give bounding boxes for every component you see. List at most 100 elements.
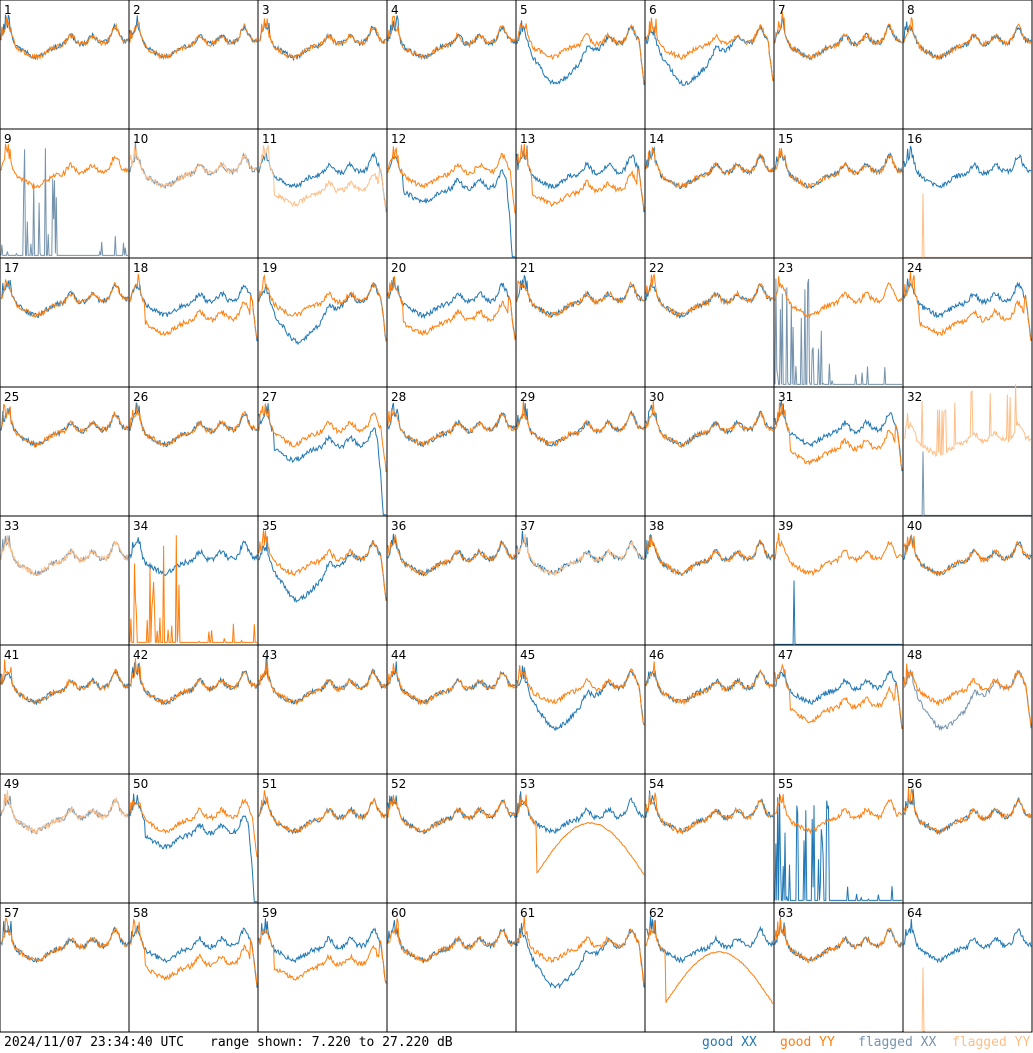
panel-23: 23 xyxy=(773,257,904,388)
series-xx xyxy=(645,669,774,704)
series-xx xyxy=(775,670,903,729)
series-yy xyxy=(129,798,258,857)
panel-34: 34 xyxy=(128,515,259,646)
panel-label: 30 xyxy=(649,390,664,404)
panel-45: 45 xyxy=(515,644,646,775)
series-yy xyxy=(0,790,129,835)
panel-label: 22 xyxy=(649,261,664,275)
panel-frame xyxy=(128,386,259,517)
panel-label: 6 xyxy=(649,3,657,17)
panel-label: 29 xyxy=(520,390,535,404)
panel-label: 56 xyxy=(907,777,922,791)
series-yy xyxy=(0,143,129,190)
series-yy xyxy=(0,535,129,577)
footer-bar: 2024/11/07 23:34:40 UTC range shown: 7.2… xyxy=(0,1033,1033,1053)
panel-frame xyxy=(644,644,775,775)
panel-22: 22 xyxy=(644,257,775,388)
panel-63: 63 xyxy=(773,902,904,1033)
panel-label: 59 xyxy=(262,906,277,920)
series-yy xyxy=(516,399,645,447)
panel-label: 16 xyxy=(907,132,922,146)
panel-label: 40 xyxy=(907,519,922,533)
series-yy xyxy=(258,790,387,834)
panel-50: 50 xyxy=(128,773,259,904)
series-yy xyxy=(387,794,516,835)
panel-12: 12 xyxy=(386,128,517,259)
series-xx xyxy=(387,277,516,339)
series-yy xyxy=(903,534,1032,577)
series-yy xyxy=(0,279,129,318)
panel-39: 39 xyxy=(773,515,904,646)
panel-frame xyxy=(257,515,388,646)
panel-frame xyxy=(257,902,388,1033)
panel-frame xyxy=(257,386,388,517)
series-yy xyxy=(645,920,774,1004)
series-yy xyxy=(516,23,645,84)
panel-55: 55 xyxy=(773,773,904,904)
panel-frame xyxy=(515,0,646,130)
panel-frame xyxy=(902,257,1033,388)
panel-label: 42 xyxy=(133,648,148,662)
panel-frame xyxy=(386,0,517,130)
panel-54: 54 xyxy=(644,773,775,904)
series-xx xyxy=(904,451,1031,516)
panel-frame xyxy=(773,0,904,130)
panel-frame xyxy=(0,386,130,517)
panel-frame xyxy=(773,644,904,775)
panel-18: 18 xyxy=(128,257,259,388)
series-yy xyxy=(387,663,516,706)
series-yy xyxy=(903,17,1032,60)
panel-42: 42 xyxy=(128,644,259,775)
panel-13: 13 xyxy=(515,128,646,259)
panel-frame xyxy=(515,386,646,517)
series-xx xyxy=(903,21,1032,60)
panel-frame xyxy=(773,128,904,259)
series-yy xyxy=(516,665,645,726)
series-yy xyxy=(774,794,903,835)
series-yy xyxy=(774,11,903,61)
panel-33: 33 xyxy=(0,515,130,646)
panel-label: 35 xyxy=(262,519,277,533)
panel-label: 55 xyxy=(778,777,793,791)
panel-frame xyxy=(0,0,130,130)
panel-frame xyxy=(773,773,904,904)
series-yy xyxy=(903,271,1032,341)
series-yy xyxy=(774,663,903,730)
panel-label: 3 xyxy=(262,3,270,17)
panel-3: 3 xyxy=(257,0,388,130)
panel-label: 64 xyxy=(907,906,922,920)
series-yy xyxy=(0,917,129,963)
panel-frame xyxy=(0,515,130,646)
series-yy xyxy=(645,273,774,319)
panel-35: 35 xyxy=(257,515,388,646)
series-xx xyxy=(903,145,1032,189)
series-xx xyxy=(516,145,645,213)
panel-19: 19 xyxy=(257,257,388,388)
panel-frame xyxy=(257,773,388,904)
panel-frame xyxy=(0,128,130,259)
panel-40: 40 xyxy=(902,515,1033,646)
series-yy xyxy=(258,274,387,342)
panel-label: 32 xyxy=(907,390,922,404)
panel-frame xyxy=(128,644,259,775)
panel-15: 15 xyxy=(773,128,904,259)
panel-label: 23 xyxy=(778,261,793,275)
series-yy xyxy=(387,276,516,341)
panel-label: 1 xyxy=(4,3,12,17)
panel-label: 14 xyxy=(649,132,664,146)
series-xx xyxy=(645,25,774,87)
panel-31: 31 xyxy=(773,386,904,517)
legend-good-yy: good YY xyxy=(780,1035,835,1050)
series-yy xyxy=(774,402,903,470)
panel-frame xyxy=(644,902,775,1033)
series-yy xyxy=(258,403,387,473)
panel-label: 49 xyxy=(4,777,19,791)
panel-label: 34 xyxy=(133,519,148,533)
series-xx xyxy=(774,793,902,901)
series-yy xyxy=(903,663,1032,727)
panel-26: 26 xyxy=(128,386,259,517)
series-yy xyxy=(387,146,516,214)
series-yy xyxy=(774,276,903,319)
panel-label: 43 xyxy=(262,648,277,662)
panel-frame xyxy=(386,515,517,646)
